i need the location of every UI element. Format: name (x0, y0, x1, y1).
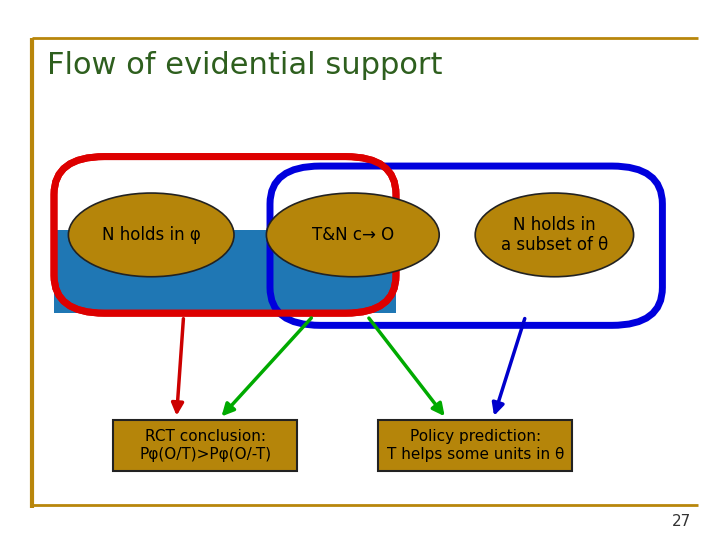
FancyBboxPatch shape (378, 420, 572, 471)
Ellipse shape (266, 193, 439, 277)
Text: Policy prediction:
T helps some units in θ: Policy prediction: T helps some units in… (387, 429, 564, 462)
Ellipse shape (475, 193, 634, 277)
Bar (54, 230, 396, 313)
Text: 27: 27 (672, 514, 691, 529)
Text: N holds in φ: N holds in φ (102, 226, 201, 244)
Text: T&N c→ O: T&N c→ O (312, 226, 394, 244)
Text: N holds in
a subset of θ: N holds in a subset of θ (501, 215, 608, 254)
Ellipse shape (68, 193, 234, 277)
Text: RCT conclusion:
Pφ(O/T)>Pφ(O/-T): RCT conclusion: Pφ(O/T)>Pφ(O/-T) (139, 429, 271, 462)
FancyBboxPatch shape (113, 420, 297, 471)
Text: Flow of evidential support: Flow of evidential support (47, 51, 442, 80)
